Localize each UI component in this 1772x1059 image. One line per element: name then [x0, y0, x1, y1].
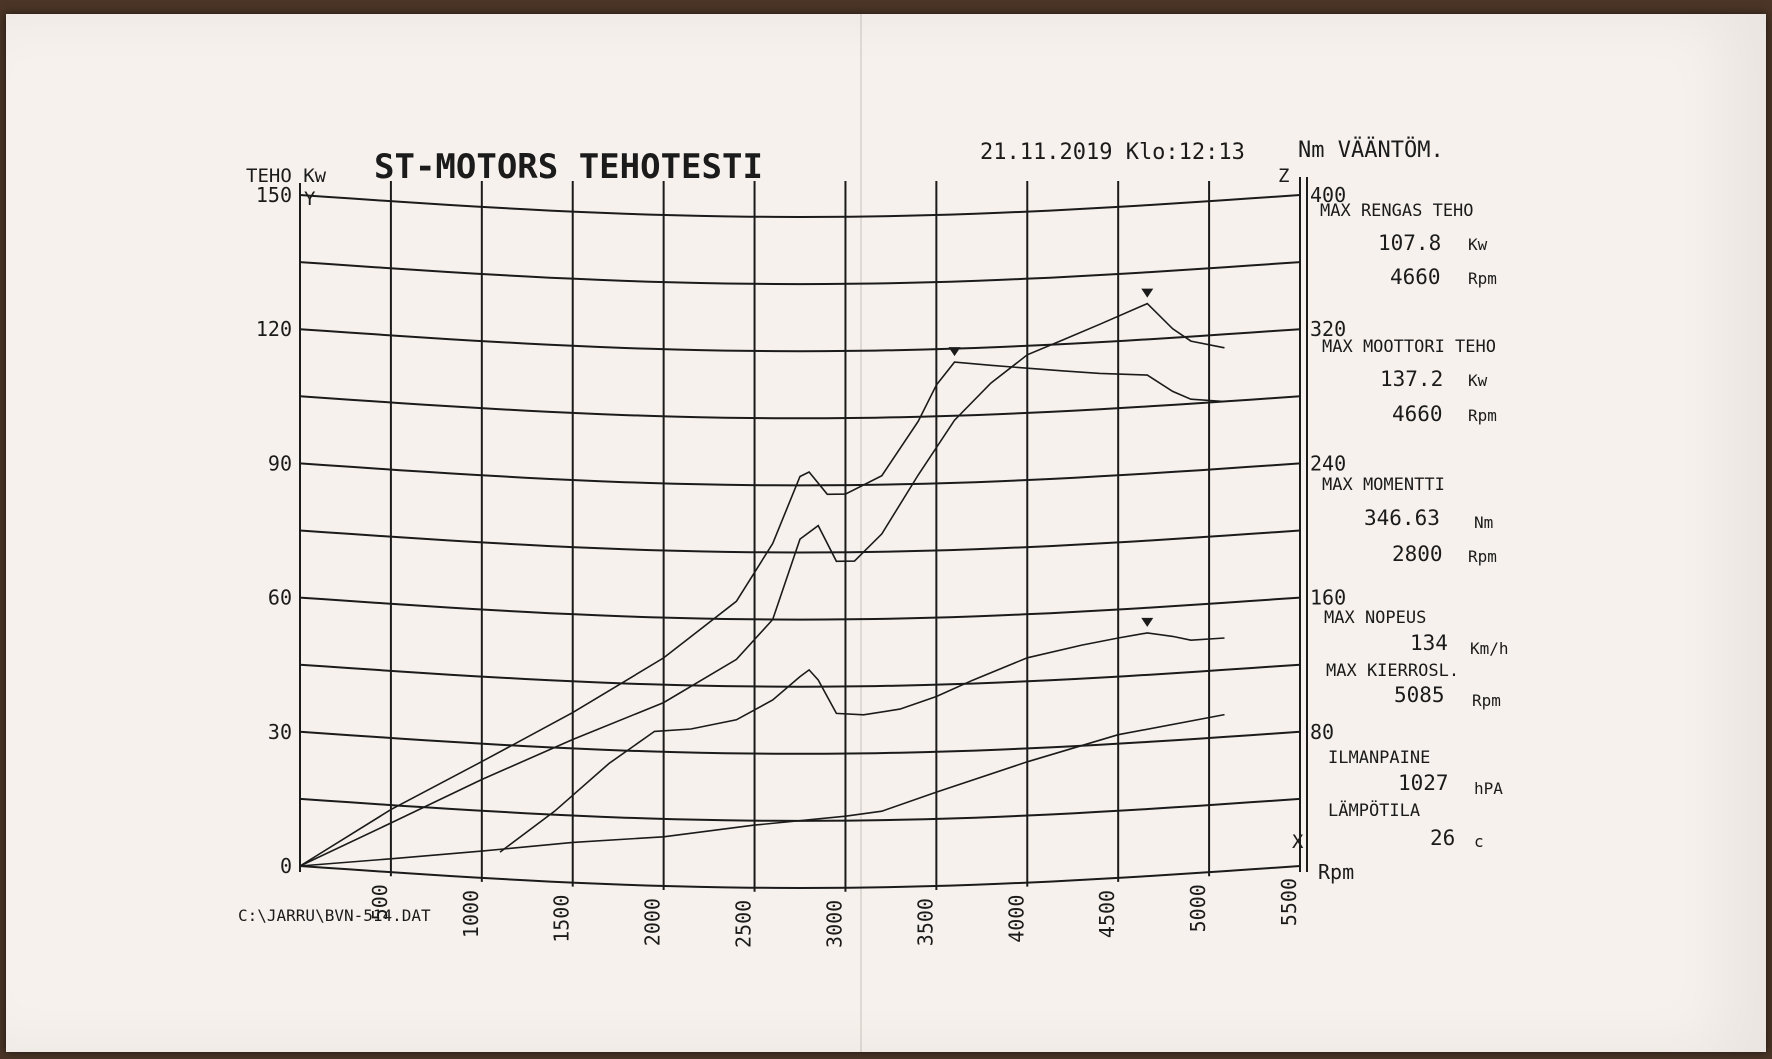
stat-lampotila-unit: c	[1474, 832, 1484, 851]
gridline-horizontal	[299, 261, 1301, 286]
x-tick-label: 1500	[550, 895, 574, 943]
stat-max-rengas-teho-rpm: 4660	[1390, 265, 1441, 289]
left-axis-title: TEHO Kw	[246, 165, 327, 187]
series-2-line	[299, 302, 1225, 867]
x-axis-unit: Rpm	[1318, 860, 1354, 884]
y2-tick-label: 320	[1310, 317, 1346, 341]
series-1-line	[499, 632, 1225, 853]
stats-panel: MAX RENGAS TEHO 107.8 Kw 4660 Rpm MAX MO…	[1320, 201, 1509, 851]
y2-tick-label: 400	[1310, 183, 1346, 207]
x-tick-label: 4000	[1004, 895, 1028, 943]
stat-lampotila-label: LÄMPÖTILA	[1328, 799, 1420, 821]
y-tick-label: 150	[256, 183, 292, 207]
stat-ilmanpaine-label: ILMANPAINE	[1328, 748, 1430, 768]
chart-curves	[299, 288, 1225, 867]
stat-max-momentti-rpm: 2800	[1392, 542, 1443, 566]
stat-max-kierrosl-unit: Rpm	[1472, 691, 1501, 710]
stat-max-kierrosl-value: 5085	[1394, 683, 1445, 707]
stat-max-rengas-teho-unit: Kw	[1468, 235, 1488, 254]
gridline-horizontal	[299, 663, 1301, 688]
stat-max-rengas-teho-label: MAX RENGAS TEHO	[1320, 201, 1474, 221]
y2-tick-label: 160	[1310, 586, 1346, 610]
stat-max-nopeus-unit: Km/h	[1470, 639, 1509, 658]
x-axis-line	[299, 865, 1301, 890]
stat-max-nopeus-value: 134	[1410, 631, 1448, 655]
y-tick-label: 90	[268, 451, 292, 475]
stat-max-nopeus-label: MAX NOPEUS	[1324, 608, 1426, 628]
data-file-path: C:\JARRU\BVN-514.DAT	[238, 906, 431, 925]
x-axis-marker: X	[1292, 831, 1304, 853]
series-3-peak-marker	[948, 347, 961, 357]
x-tick-label: 4500	[1095, 890, 1119, 938]
stat-max-moottori-teho-value: 137.2	[1380, 367, 1443, 391]
stat-max-kierrosl-label: MAX KIERROSL.	[1326, 661, 1459, 681]
chart-grid	[299, 177, 1308, 892]
gridline-horizontal	[299, 730, 1301, 755]
gridline-horizontal	[299, 328, 1301, 353]
stat-ilmanpaine-value: 1027	[1398, 771, 1449, 795]
y-tick-label: 0	[280, 854, 292, 878]
stat-max-moottori-teho-rpm-unit: Rpm	[1468, 406, 1497, 425]
y-tick-label: 60	[268, 586, 292, 610]
gridline-horizontal	[299, 529, 1301, 554]
stat-lampotila-value: 26	[1430, 826, 1455, 850]
y2-tick-label: 240	[1310, 451, 1346, 475]
y-axis-marker: Y	[304, 188, 316, 210]
stat-max-rengas-teho-rpm-unit: Rpm	[1468, 269, 1497, 288]
gridline-horizontal	[299, 194, 1301, 219]
z-axis-marker: Z	[1278, 165, 1289, 187]
series-1-peak-marker	[1141, 617, 1154, 627]
gridline-horizontal	[299, 462, 1301, 487]
x-tick-label: 2500	[732, 900, 756, 948]
stat-max-moottori-teho-rpm: 4660	[1392, 402, 1443, 426]
x-tick-label: 2000	[641, 898, 665, 946]
right-axis-title: Nm VÄÄNTÖM.	[1298, 137, 1444, 163]
x-tick-label: 3500	[913, 898, 937, 946]
gridline-horizontal	[299, 395, 1301, 420]
y-tick-label: 120	[256, 317, 292, 341]
x-tick-label: 5500	[1277, 878, 1301, 926]
stat-max-moottori-teho-label: MAX MOOTTORI TEHO	[1322, 337, 1496, 357]
x-tick-label: 3000	[822, 900, 846, 948]
x-tick-label: 5000	[1186, 884, 1210, 932]
gridline-horizontal	[299, 797, 1301, 822]
x-tick-label: 500	[368, 884, 392, 920]
series-2-peak-marker	[1141, 288, 1154, 298]
chart-title: ST-MOTORS TEHOTESTI	[374, 147, 763, 187]
stat-max-rengas-teho-value: 107.8	[1378, 231, 1441, 255]
stat-max-moottori-teho-unit: Kw	[1468, 371, 1488, 390]
series-3-line	[299, 361, 1225, 867]
stat-max-momentti-rpm-unit: Rpm	[1468, 547, 1497, 566]
test-date-time: 21.11.2019 Klo:12:13	[980, 140, 1245, 165]
paper-fold	[860, 14, 862, 1052]
stat-max-momentti-value: 346.63	[1364, 506, 1440, 530]
gridline-horizontal	[299, 596, 1301, 621]
stat-ilmanpaine-unit: hPA	[1474, 779, 1503, 798]
stat-max-momentti-unit: Nm	[1474, 513, 1493, 532]
y2-tick-label: 80	[1310, 720, 1334, 744]
x-tick-label: 1000	[459, 890, 483, 938]
chart-ticks: 0 30 60 90 120 150 80 160 240 320 400 500 1000 1500 20…	[256, 183, 1346, 948]
y-tick-label: 30	[268, 720, 292, 744]
stat-max-momentti-label: MAX MOMENTTI	[1322, 475, 1445, 495]
series-4-line	[299, 713, 1225, 867]
